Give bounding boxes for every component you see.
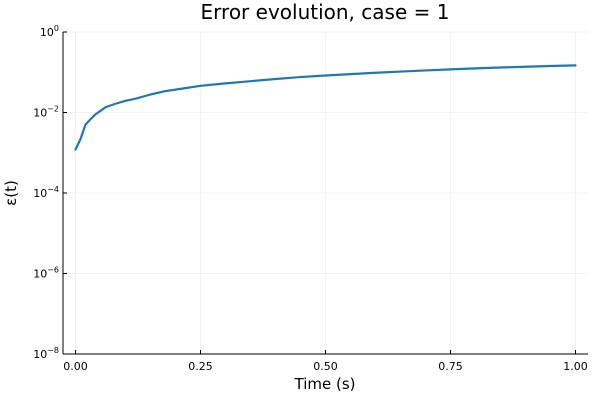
tick-layer: 0.00 0.25 0.50 0.75 1.00 10−8 10−6 10−4 10−2 100: [33, 24, 588, 373]
x-tick-label: 0.75: [438, 360, 463, 373]
grid-layer: [63, 31, 588, 355]
y-axis-label: ε(t): [2, 180, 20, 206]
x-tick-label: 1.00: [563, 360, 588, 373]
x-tick-label: 0.00: [63, 360, 88, 373]
y-tick-label: 10−2: [33, 105, 59, 120]
series-layer: [74, 64, 577, 151]
y-tick-label: 10−4: [33, 185, 59, 200]
x-axis-label: Time (s): [294, 375, 356, 393]
series-line: [74, 64, 577, 151]
chart-title: Error evolution, case = 1: [201, 0, 450, 24]
y-tick-label: 10−8: [33, 346, 59, 361]
x-tick-label: 0.25: [188, 360, 213, 373]
y-tick-label: 10−6: [33, 266, 59, 281]
y-tick-label: 100: [40, 24, 59, 39]
x-tick-label: 0.50: [313, 360, 338, 373]
